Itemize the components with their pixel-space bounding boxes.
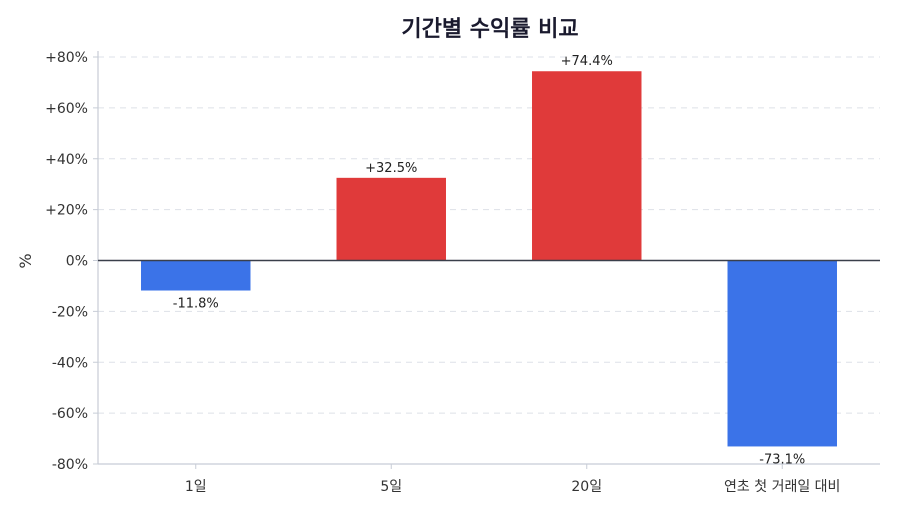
bar-value-label: -73.1%: [759, 452, 805, 467]
x-tick-label: 20일: [571, 479, 602, 495]
x-tick-label: 5일: [380, 479, 402, 495]
y-tick-label: 0%: [66, 254, 88, 270]
bar-value-label: +32.5%: [365, 161, 417, 176]
y-tick-label: -80%: [52, 457, 88, 473]
y-tick-label: +20%: [45, 203, 88, 219]
x-tick-label: 연초 첫 거래일 대비: [724, 479, 840, 495]
bars: [141, 71, 837, 447]
y-tick-label: -40%: [52, 355, 88, 371]
y-tick-label: +40%: [45, 152, 88, 168]
data-labels: -11.8% +32.5% +74.4% -73.1%: [173, 54, 806, 467]
x-tick-labels: 1일 5일 20일 연초 첫 거래일 대비: [185, 464, 840, 495]
y-tick-label: -60%: [52, 406, 88, 422]
bar-value-label: -11.8%: [173, 297, 219, 312]
bar: [532, 71, 642, 261]
x-tick-label: 1일: [185, 479, 207, 495]
bar: [336, 177, 446, 261]
y-tick-label: -20%: [52, 304, 88, 320]
y-tick-label: +60%: [45, 101, 88, 117]
bar: [141, 260, 251, 291]
y-tick-label: +80%: [45, 50, 88, 66]
axes: [97, 51, 880, 465]
y-tick-labels: +80% +60% +40% +20% 0% -20% -40% -60% -80%: [45, 50, 98, 473]
y-axis-label: %: [16, 253, 35, 268]
chart-title: 기간별 수익률 비교: [401, 17, 578, 42]
bar-value-label: +74.4%: [561, 54, 613, 69]
bar: [727, 260, 837, 447]
